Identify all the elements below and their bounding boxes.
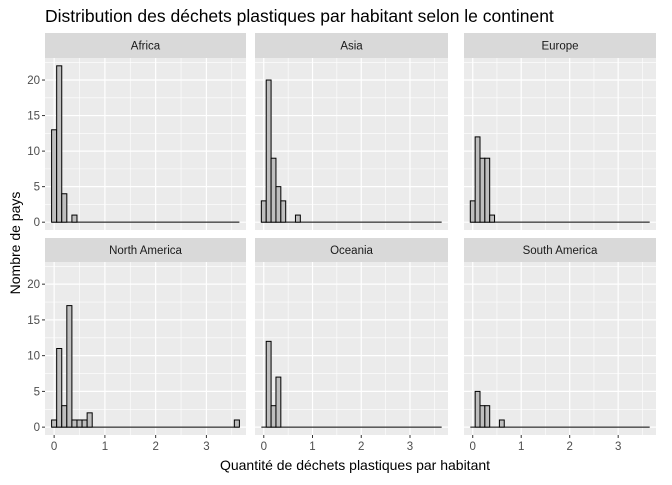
y-tick-label: 15	[27, 315, 40, 327]
histogram-bar	[474, 136, 481, 223]
x-tick-label: 0	[261, 441, 267, 453]
histogram-bar	[66, 305, 73, 428]
histogram-bar	[61, 193, 68, 223]
y-tick-label: 0	[34, 422, 40, 434]
y-tick-label: 20	[27, 75, 40, 87]
x-tick-label: 2	[358, 441, 364, 453]
facet-label-asia: Asia	[340, 41, 363, 53]
histogram-bar	[484, 157, 491, 223]
panel-background	[255, 58, 448, 230]
chart-title: Distribution des déchets plastiques par …	[45, 6, 554, 26]
facet-panel-africa: Africa 0 5 10 15 20	[27, 33, 246, 230]
histogram-bar	[71, 214, 78, 223]
x-tick-label: 3	[203, 441, 209, 453]
histogram-bar	[294, 214, 301, 223]
histogram-bar	[270, 157, 277, 223]
x-tick-label: 1	[518, 441, 524, 453]
histogram-bar	[484, 405, 491, 428]
facet-label-europe: Europe	[541, 41, 578, 53]
panel-background	[464, 262, 656, 435]
facet-panel-europe: Europe	[464, 33, 656, 230]
y-tick-label: 0	[34, 217, 40, 229]
x-tick-label: 3	[615, 441, 621, 453]
x-tick-label: 2	[566, 441, 572, 453]
histogram-bar	[474, 390, 481, 428]
x-axis-title: Quantité de déchets plastiques par habit…	[220, 457, 490, 473]
panel-background	[464, 58, 656, 230]
histogram-bar	[76, 419, 83, 428]
histogram-bar	[489, 214, 496, 223]
histogram-bar	[260, 200, 267, 223]
y-tick-label: 5	[34, 386, 40, 398]
histogram-bar	[479, 157, 486, 223]
histogram-bar	[56, 65, 63, 223]
histogram-bar	[81, 419, 88, 428]
histogram-bar	[61, 405, 68, 428]
panel-background	[45, 262, 246, 435]
facet-panel-south-america: South America 0 1 2 3	[464, 238, 656, 453]
facet-panel-asia: Asia	[255, 33, 448, 230]
facet-strip-africa	[45, 33, 246, 58]
x-tick-label: 0	[51, 441, 57, 453]
facet-panel-north-america: North America 0 5 10 15 20 0 1 2 3	[27, 238, 246, 453]
histogram-bar	[280, 200, 287, 223]
histogram-bar	[86, 412, 93, 428]
histogram-bar	[265, 340, 272, 428]
facet-strip-south-america	[464, 238, 656, 262]
facet-label-africa: Africa	[131, 41, 161, 53]
histogram-bar	[233, 419, 240, 428]
x-tick-label: 1	[102, 441, 108, 453]
y-tick-label: 5	[34, 182, 40, 194]
histogram-bar	[56, 348, 63, 428]
facet-label-north-america: North America	[109, 245, 182, 257]
panel-background	[45, 58, 246, 230]
facet-strip-europe	[464, 33, 656, 58]
histogram-bar	[479, 405, 486, 428]
histogram-bar	[469, 200, 476, 223]
x-tick-label: 2	[152, 441, 158, 453]
histogram-bar	[275, 186, 282, 223]
panel-background	[255, 262, 448, 435]
histogram-bar	[265, 79, 272, 223]
y-axis-title: Nombre de pays	[7, 192, 23, 295]
facet-strip-asia	[255, 33, 448, 58]
y-tick-label: 10	[27, 146, 40, 158]
x-tick-label: 0	[470, 441, 476, 453]
x-tick-label: 1	[309, 441, 315, 453]
histogram-bar	[51, 419, 58, 428]
histogram-bar	[71, 419, 78, 428]
histogram-bar	[498, 419, 505, 428]
facet-panel-oceania: Oceania 0 1 2 3	[255, 238, 448, 453]
facet-label-oceania: Oceania	[330, 245, 373, 257]
facet-label-south-america: South America	[523, 245, 598, 257]
x-tick-label: 3	[407, 441, 413, 453]
y-tick-label: 20	[27, 279, 40, 291]
facet-strip-oceania	[255, 238, 448, 262]
y-tick-label: 15	[27, 111, 40, 123]
histogram-bar	[275, 376, 282, 428]
facet-strip-north-america	[45, 238, 246, 262]
y-tick-label: 10	[27, 351, 40, 363]
histogram-bar	[270, 405, 277, 428]
histogram-bar	[51, 129, 58, 223]
